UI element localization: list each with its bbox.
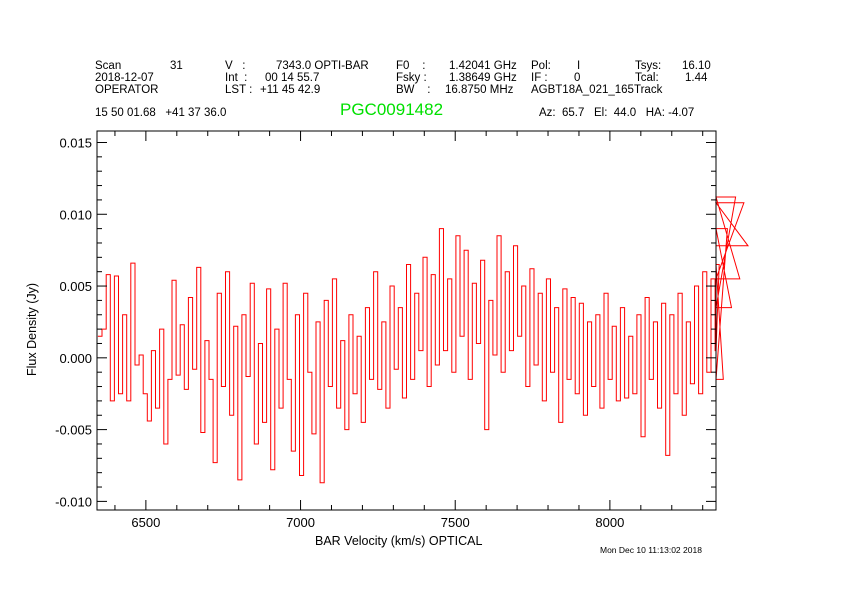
y-tick-label: 0.005 [59, 279, 92, 294]
y-tick-label: 0.000 [59, 351, 92, 366]
obs-date: 2018-12-07 [95, 72, 154, 84]
x-tick-label: 7000 [286, 515, 315, 530]
tsys-label: Tsys: [635, 60, 662, 72]
scan-label: Scan [95, 60, 122, 72]
plot-frame [96, 130, 717, 511]
bw-label: BW : [396, 84, 431, 96]
if-label: IF : [531, 72, 548, 84]
obs-mode: Track [634, 84, 663, 96]
x-tick-label: 7500 [441, 515, 470, 530]
y-tick-label: 0.010 [59, 207, 92, 222]
plot-timestamp: Mon Dec 10 11:13:02 2018 [600, 545, 702, 555]
source-name: PGC0091482 [340, 100, 444, 119]
source-coords: 15 50 01.68 +41 37 36.0 [95, 107, 227, 119]
x-axis-label: BAR Velocity (km/s) OPTICAL [315, 534, 483, 548]
project-id: AGBT18A_021_165 [531, 84, 634, 96]
tcal-label: Tcal: [635, 72, 659, 84]
lst-value: +11 45 42.9 [260, 84, 321, 96]
int-label: Int : [225, 72, 248, 84]
spectrum-line [97, 196, 749, 484]
f0-label: F0 : [396, 60, 426, 72]
scan-value: 31 [170, 60, 183, 72]
fsky-label: Fsky : [396, 72, 427, 84]
az-el-ha: Az: 65.7 El: 44.0 HA: -4.07 [539, 107, 695, 119]
operator: OPERATOR [95, 84, 159, 96]
v-label: V : [225, 60, 246, 72]
if-value: 0 [574, 72, 581, 84]
x-tick-label: 8000 [595, 515, 624, 530]
lst-label: LST : [225, 84, 253, 96]
y-tick-label: -0.010 [55, 494, 92, 509]
pol-label: Pol: [531, 60, 551, 72]
y-tick-label: 0.015 [59, 135, 92, 150]
fsky-value: 1.38649 GHz [449, 72, 517, 84]
pol-value: I [577, 60, 581, 72]
y-axis-label: Flux Density (Jy) [25, 282, 39, 376]
x-tick-label: 6500 [131, 515, 160, 530]
f0-value: 1.42041 GHz [449, 60, 517, 72]
v-value: 7343.0 OPTI-BAR [276, 60, 369, 72]
tsys-value: 16.10 [682, 60, 711, 72]
int-value: 00 14 55.7 [265, 72, 320, 84]
y-tick-label: -0.005 [55, 423, 92, 438]
bw-value: 16.8750 MHz [445, 84, 514, 96]
tcal-value: 1.44 [685, 72, 708, 84]
